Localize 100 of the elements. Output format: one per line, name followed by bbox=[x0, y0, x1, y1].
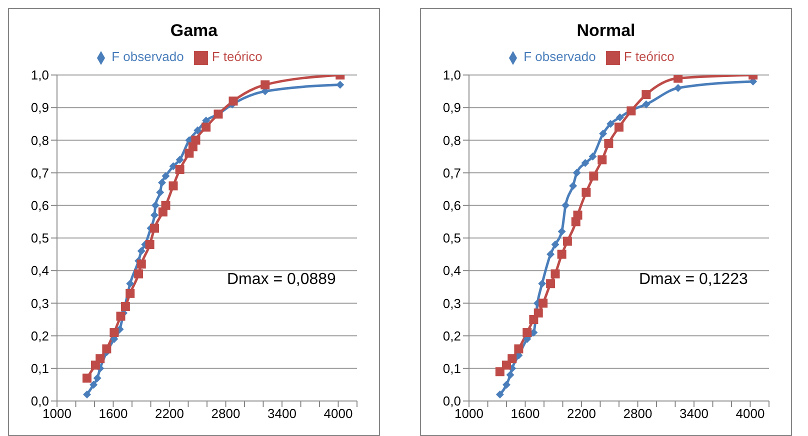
y-tick-label: 0,2 bbox=[30, 328, 49, 344]
point bbox=[569, 182, 578, 190]
y-tick-label: 0,7 bbox=[442, 165, 461, 180]
point bbox=[126, 288, 135, 298]
point bbox=[588, 152, 597, 160]
point bbox=[191, 136, 200, 145]
point bbox=[572, 168, 581, 177]
x-tick-label: 2200 bbox=[567, 406, 596, 422]
point bbox=[506, 370, 514, 379]
point bbox=[136, 260, 146, 269]
x-tick-label: 4000 bbox=[324, 406, 353, 422]
point bbox=[589, 172, 598, 181]
y-tick-label: 0,3 bbox=[30, 296, 49, 311]
point bbox=[162, 172, 170, 180]
y-tick-label: 0,2 bbox=[442, 328, 461, 344]
point bbox=[116, 312, 126, 321]
point bbox=[614, 122, 624, 132]
y-tick-label: 0,6 bbox=[442, 198, 461, 214]
point bbox=[550, 269, 560, 278]
point bbox=[134, 269, 144, 278]
y-tick-label: 0,9 bbox=[442, 100, 461, 116]
point bbox=[156, 188, 164, 196]
x-tick-label: 1000 bbox=[42, 406, 72, 422]
y-tick-label: 0,6 bbox=[30, 198, 49, 214]
point bbox=[228, 96, 238, 106]
point bbox=[546, 250, 555, 258]
y-tick-label: 1,0 bbox=[442, 68, 461, 83]
point bbox=[194, 126, 202, 134]
y-tick-label: 0,1 bbox=[442, 361, 461, 376]
point bbox=[573, 210, 582, 220]
point bbox=[546, 279, 556, 288]
point bbox=[582, 188, 591, 197]
legend-label: F observado bbox=[112, 49, 184, 64]
point bbox=[604, 138, 614, 148]
x-tick-label: 3400 bbox=[268, 406, 296, 422]
point bbox=[514, 344, 524, 354]
point bbox=[168, 181, 178, 190]
point bbox=[522, 328, 532, 338]
x-tick-label: 2200 bbox=[155, 406, 184, 422]
point bbox=[538, 280, 546, 288]
x-tick-label: 2800 bbox=[623, 406, 652, 422]
point bbox=[150, 224, 159, 233]
point bbox=[606, 120, 615, 128]
point bbox=[558, 227, 566, 236]
x-tick-label: 1600 bbox=[510, 406, 540, 422]
point bbox=[581, 159, 590, 168]
point bbox=[161, 200, 170, 210]
y-tick-label: 0,1 bbox=[30, 361, 49, 376]
x-tick-label: 4000 bbox=[736, 406, 765, 422]
point bbox=[534, 308, 543, 318]
point bbox=[158, 178, 166, 187]
point bbox=[145, 240, 154, 250]
y-tick-label: 0,5 bbox=[30, 230, 49, 246]
point bbox=[93, 374, 102, 382]
y-tick-label: 0,5 bbox=[442, 230, 461, 246]
y-tick-label: 0,9 bbox=[30, 100, 49, 116]
point bbox=[674, 75, 683, 83]
y-tick-label: 0,0 bbox=[442, 394, 461, 409]
point bbox=[642, 100, 650, 108]
y-tick-label: 0,0 bbox=[30, 394, 49, 409]
y-tick-label: 0,7 bbox=[30, 165, 49, 180]
point bbox=[202, 122, 211, 132]
legend-label: F observado bbox=[524, 49, 596, 64]
legend-label: F teórico bbox=[212, 49, 262, 64]
point bbox=[151, 201, 160, 210]
y-tick-label: 0,4 bbox=[30, 263, 49, 278]
annotation: Dmax = 0,0889 bbox=[227, 271, 336, 289]
point bbox=[538, 298, 548, 308]
point bbox=[110, 328, 119, 338]
point bbox=[120, 302, 130, 311]
point bbox=[260, 80, 270, 90]
x-tick-label: 1000 bbox=[454, 406, 484, 422]
annotation: Dmax = 0,1223 bbox=[639, 271, 748, 289]
point bbox=[562, 201, 570, 210]
point bbox=[336, 80, 344, 89]
point bbox=[599, 130, 608, 138]
point bbox=[495, 367, 504, 376]
point bbox=[176, 156, 184, 164]
x-tick-label: 2800 bbox=[211, 406, 240, 422]
point bbox=[175, 165, 184, 174]
y-tick-label: 0,4 bbox=[442, 263, 461, 278]
point bbox=[82, 374, 92, 383]
point bbox=[562, 236, 572, 246]
y-tick-label: 1,0 bbox=[30, 68, 49, 83]
point bbox=[137, 247, 146, 256]
point bbox=[90, 380, 98, 389]
legend-label: F teórico bbox=[624, 49, 674, 64]
point bbox=[496, 390, 504, 398]
point bbox=[502, 380, 510, 389]
point bbox=[551, 240, 560, 249]
point bbox=[616, 113, 624, 122]
y-tick-label: 0,8 bbox=[30, 132, 49, 148]
chart-title: Normal bbox=[576, 21, 636, 42]
point bbox=[674, 84, 682, 92]
point bbox=[557, 250, 566, 259]
point bbox=[598, 155, 607, 164]
point bbox=[150, 211, 158, 220]
x-tick-label: 1600 bbox=[98, 406, 128, 422]
y-tick-label: 0,3 bbox=[442, 296, 461, 311]
point bbox=[642, 90, 651, 100]
